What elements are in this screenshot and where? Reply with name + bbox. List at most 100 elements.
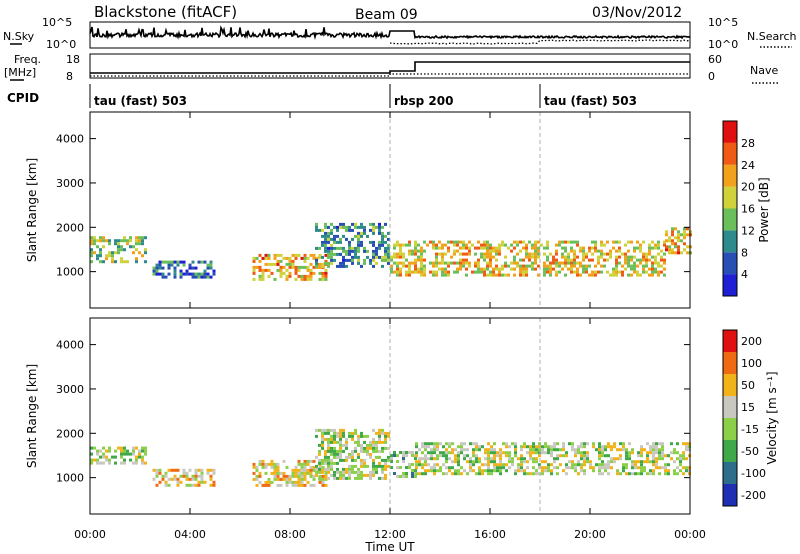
echo-cell	[261, 256, 265, 260]
echo-cell	[544, 451, 547, 455]
echo-cell	[564, 264, 567, 268]
echo-cell	[529, 457, 532, 461]
echo-cell	[282, 265, 286, 269]
echo-cell	[621, 252, 624, 256]
echo-cell	[597, 270, 600, 274]
echo-cell	[387, 455, 390, 459]
echo-cell	[273, 256, 277, 260]
echo-cell	[636, 273, 639, 277]
echo-cell	[345, 437, 348, 441]
echo-cell	[580, 457, 583, 461]
colorbar-swatch	[723, 374, 737, 396]
echo-cell	[558, 261, 561, 265]
echo-cell	[621, 270, 624, 274]
echo-cell	[531, 252, 534, 256]
echo-cell	[680, 239, 683, 243]
echo-cell	[276, 253, 280, 257]
echo-cell	[324, 243, 327, 247]
echo-cell	[90, 452, 93, 456]
echo-cell	[282, 474, 286, 478]
echo-cell	[577, 451, 580, 455]
echo-cell	[520, 448, 523, 452]
echo-cell	[595, 448, 598, 452]
echo-cell	[161, 474, 165, 478]
echo-cell	[504, 243, 507, 247]
echo-cell	[291, 259, 295, 263]
echo-cell	[191, 474, 195, 478]
colorbar-tick-label: -15	[741, 423, 759, 436]
echo-cell	[493, 448, 496, 452]
echo-cell	[543, 273, 546, 277]
echo-cell	[90, 461, 93, 465]
echo-cell	[303, 474, 307, 478]
velocity-ylabel: Slant Range [km]	[25, 364, 39, 468]
echo-cell	[630, 264, 633, 268]
echo-cell	[258, 277, 262, 281]
echo-cell	[645, 261, 648, 265]
echo-cell	[324, 274, 328, 278]
echo-cell	[616, 472, 619, 476]
power-ylabel: Slant Range [km]	[25, 158, 39, 262]
echo-cell	[677, 248, 680, 252]
echo-cell	[182, 471, 186, 475]
echo-cell	[442, 451, 445, 455]
echo-cell	[577, 472, 580, 476]
echo-cell	[155, 272, 159, 276]
echo-cell	[384, 222, 387, 226]
echo-cell	[138, 449, 141, 453]
echo-cell	[561, 240, 564, 244]
echo-cell	[516, 252, 519, 256]
echo-cell	[312, 465, 316, 469]
echo-cell	[493, 451, 496, 455]
echo-cell	[555, 273, 558, 277]
echo-cell	[132, 251, 135, 255]
echo-cell	[135, 455, 138, 459]
echo-cell	[345, 228, 348, 232]
echo-cell	[333, 461, 336, 465]
echo-cell	[357, 240, 360, 244]
echo-cell	[618, 240, 621, 244]
echo-cell	[381, 255, 384, 259]
echo-cell	[99, 461, 102, 465]
echo-cell	[465, 243, 468, 247]
echo-cell	[354, 476, 357, 480]
echo-cell	[191, 266, 195, 270]
echo-cell	[182, 263, 186, 267]
colorbar-swatch	[723, 230, 737, 253]
echo-cell	[532, 451, 535, 455]
echo-cell	[421, 463, 424, 467]
echo-cell	[582, 249, 585, 253]
echo-cell	[173, 260, 177, 264]
echo-cell	[303, 471, 307, 475]
echo-cell	[418, 457, 421, 461]
echo-cell	[321, 262, 325, 266]
echo-cell	[433, 451, 436, 455]
echo-cell	[598, 463, 601, 467]
echo-cell	[604, 448, 607, 452]
echo-cell	[670, 442, 673, 446]
echo-cell	[475, 442, 478, 446]
echo-cell	[463, 442, 466, 446]
echo-cell	[421, 442, 424, 446]
echo-cell	[534, 255, 537, 259]
echo-cell	[167, 260, 171, 264]
echo-cell	[390, 264, 393, 268]
echo-cell	[454, 469, 457, 473]
echo-cell	[625, 466, 628, 470]
echo-cell	[495, 264, 498, 268]
echo-cell	[167, 263, 171, 267]
echo-cell	[652, 472, 655, 476]
echo-cell	[523, 469, 526, 473]
echo-cell	[607, 466, 610, 470]
echo-cell	[609, 249, 612, 253]
echo-cell	[300, 462, 304, 466]
echo-cell	[535, 460, 538, 464]
echo-cell	[561, 252, 564, 256]
colorbar-tick-label: 12	[741, 224, 755, 237]
echo-cell	[639, 243, 642, 247]
echo-cell	[625, 454, 628, 458]
echo-cell	[411, 270, 414, 274]
echo-cell	[402, 472, 405, 475]
echo-cell	[384, 434, 387, 438]
echo-cell	[339, 446, 342, 450]
